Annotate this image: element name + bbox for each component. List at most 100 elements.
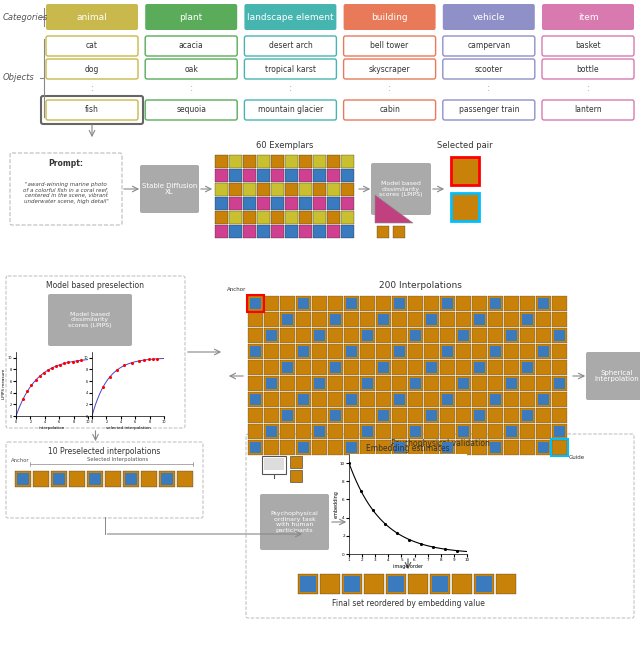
FancyBboxPatch shape [443,36,535,56]
Bar [300,576,316,592]
Bar [313,155,326,168]
Point [76,355,86,366]
Bar [376,360,391,375]
Text: tropical karst: tropical karst [265,65,316,73]
Bar [264,344,279,359]
Bar [248,392,263,407]
Bar [392,344,407,359]
FancyBboxPatch shape [542,4,634,30]
Bar [215,169,228,182]
Bar [474,314,485,325]
Bar [280,328,295,343]
Bar [280,344,295,359]
Bar [360,408,375,423]
Bar [285,197,298,210]
Text: :: : [289,83,292,93]
Bar [440,312,455,327]
Bar [424,408,439,423]
Bar [299,211,312,224]
Bar [488,328,503,343]
Bar [392,296,407,311]
Bar [378,362,389,373]
Bar [282,362,293,373]
Bar [282,410,293,421]
Text: Prompt:: Prompt: [49,159,83,169]
Bar [488,344,503,359]
Text: sequoia: sequoia [176,106,206,114]
Bar [296,440,311,455]
Bar [522,410,533,421]
Bar [330,410,341,421]
Bar [123,471,139,487]
Bar [344,408,359,423]
Bar [312,392,327,407]
Bar [476,576,492,592]
Text: item: item [578,13,598,22]
Bar [344,440,359,455]
Bar [299,155,312,168]
Bar [290,470,302,482]
Text: 60 Exemplars: 60 Exemplars [256,141,314,150]
Bar [362,426,373,437]
Text: skyscraper: skyscraper [369,65,410,73]
Bar [344,344,359,359]
Bar [552,296,567,311]
Bar [271,225,284,238]
Text: campervan: campervan [467,42,510,50]
Bar [248,408,263,423]
Bar [536,392,551,407]
Bar [312,424,327,439]
Bar [474,410,485,421]
Bar [376,328,391,343]
Bar [341,183,354,196]
Bar [440,408,455,423]
Point [55,360,65,370]
Bar [424,440,439,455]
Text: :: : [388,83,391,93]
Bar [161,473,173,485]
FancyBboxPatch shape [344,4,436,30]
Bar [341,225,354,238]
Bar [362,330,373,341]
Bar [488,408,503,423]
Bar [248,424,263,439]
Bar [250,442,261,453]
Bar [506,426,517,437]
Bar [440,360,455,375]
Bar [520,344,535,359]
Bar [250,394,261,405]
Bar [430,574,450,594]
Bar [554,426,565,437]
Point [51,361,61,371]
Bar [408,360,423,375]
Bar [328,344,343,359]
Bar [488,440,503,455]
Bar [298,298,309,309]
FancyBboxPatch shape [542,59,634,79]
Bar [312,376,327,391]
Bar [271,197,284,210]
Text: Stable Diffusion
XL: Stable Diffusion XL [142,182,197,196]
Bar [392,328,407,343]
Bar [346,442,357,453]
Bar [299,197,312,210]
Bar [264,424,279,439]
Bar [247,295,264,312]
FancyBboxPatch shape [46,4,138,30]
FancyBboxPatch shape [344,59,436,79]
Bar [229,225,242,238]
Bar [327,225,340,238]
Bar [266,330,277,341]
Text: 200 Interpolations: 200 Interpolations [379,282,461,290]
Bar [442,298,453,309]
Bar [243,197,256,210]
Bar [520,328,535,343]
Point [144,354,154,365]
Bar [520,376,535,391]
Bar [250,346,261,357]
Text: Final set reordered by embedding value: Final set reordered by embedding value [332,599,484,608]
Bar [296,312,311,327]
X-axis label: selected interpolation: selected interpolation [106,426,150,430]
X-axis label: interpolation: interpolation [39,426,65,430]
Bar [536,440,551,455]
